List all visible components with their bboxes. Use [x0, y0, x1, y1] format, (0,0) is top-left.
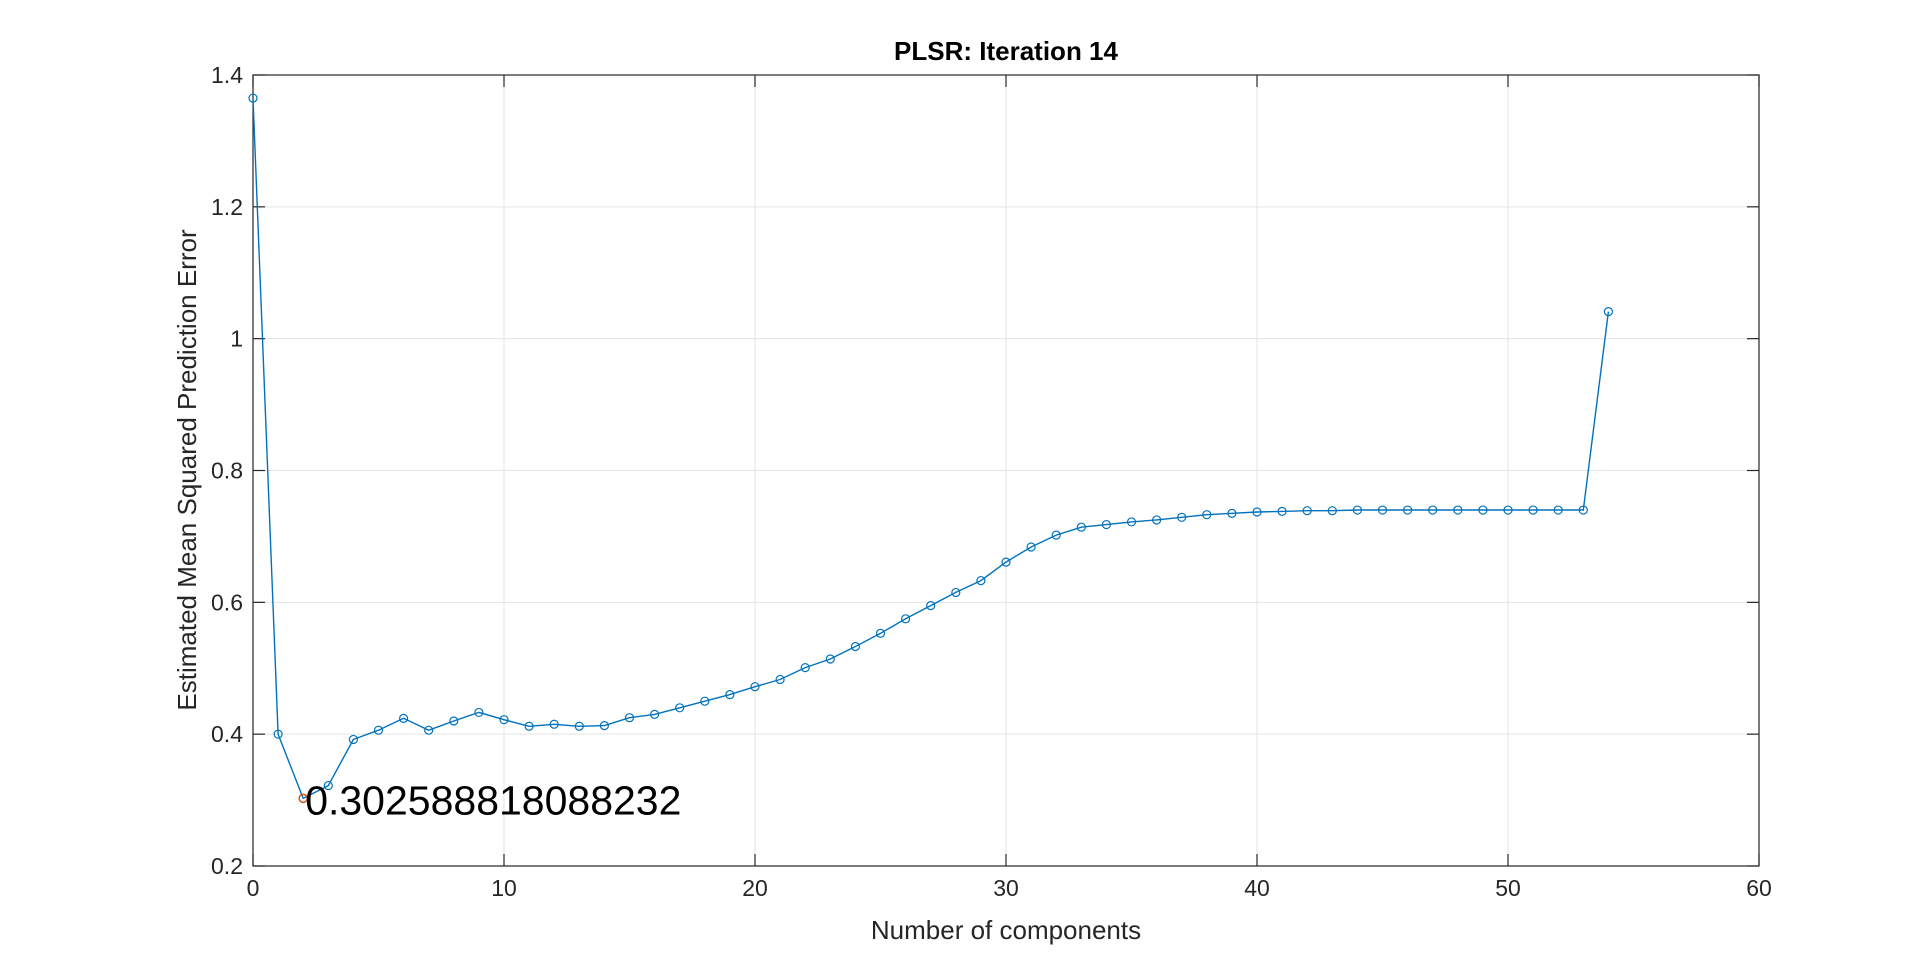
data-point-51: [1528, 505, 1538, 515]
data-point-4: [348, 734, 358, 745]
y-tick-label-0: 0.2: [211, 853, 243, 879]
x-axis-label: Number of components: [871, 915, 1141, 945]
data-point-19: [725, 690, 735, 700]
data-point-5: [373, 725, 384, 735]
data-point-32: [1051, 530, 1061, 540]
chart-title: PLSR: Iteration 14: [894, 36, 1118, 66]
y-tick-label-1: 0.4: [211, 721, 243, 747]
x-tick-label-6: 60: [1746, 875, 1772, 901]
x-tick-labels: 0 10 20 30 40 50 60: [247, 875, 1772, 901]
data-point-48: [1453, 505, 1463, 515]
data-point-33: [1076, 522, 1086, 532]
data-point-31: [1026, 542, 1036, 552]
data-point-53: [1578, 505, 1588, 515]
y-tick-label-3: 0.8: [211, 458, 243, 484]
data-point-43: [1327, 506, 1337, 516]
data-point-40: [1252, 507, 1262, 517]
data-point-16: [649, 709, 660, 719]
data-point-17: [675, 703, 685, 713]
data-point-7: [424, 725, 434, 735]
data-point-3: [323, 780, 333, 791]
y-axis-label: Estimated Mean Squared Prediction Error: [172, 229, 202, 711]
series: [248, 93, 1614, 804]
data-point-29: [976, 575, 986, 586]
data-point-6: [399, 713, 409, 723]
data-point-25: [875, 628, 886, 638]
data-point-44: [1352, 505, 1363, 515]
data-point-0: [248, 93, 258, 103]
data-point-18: [700, 696, 710, 706]
x-tick-label-0: 0: [247, 875, 260, 901]
data-point-49: [1478, 505, 1488, 515]
data-point-46: [1402, 505, 1413, 515]
data-point-41: [1277, 506, 1287, 516]
data-point-35: [1126, 517, 1137, 527]
data-point-1: [273, 729, 283, 739]
y-tick-label-6: 1.4: [211, 62, 243, 88]
x-tick-label-2: 20: [742, 875, 768, 901]
data-point-26: [900, 614, 911, 624]
y-tick-label-4: 1: [230, 326, 243, 352]
data-point-28: [951, 587, 961, 598]
x-tick-label-5: 50: [1495, 875, 1521, 901]
data-point-12: [549, 719, 559, 729]
data-point-15: [624, 713, 635, 723]
data-point-38: [1202, 510, 1212, 520]
data-point-34: [1101, 519, 1112, 530]
data-point-11: [524, 721, 534, 731]
min-value-annotation: 0.302588818088232: [305, 777, 681, 823]
data-point-21: [775, 674, 785, 685]
data-point-20: [750, 682, 760, 692]
data-point-36: [1151, 515, 1162, 525]
y-tick-label-5: 1.2: [211, 194, 243, 220]
y-tick-label-2: 0.6: [211, 589, 243, 615]
data-point-30: [1001, 557, 1011, 567]
x-tick-label-1: 10: [491, 875, 517, 901]
axes: [252, 74, 1760, 867]
data-point-39: [1227, 508, 1237, 518]
data-point-8: [449, 716, 459, 726]
series-line-0: [252, 98, 1610, 800]
data-point-14: [599, 720, 610, 731]
data-point-42: [1302, 506, 1312, 516]
data-point-9: [474, 707, 484, 718]
data-point-47: [1428, 505, 1438, 515]
data-point-23: [825, 654, 835, 664]
data-point-37: [1177, 512, 1187, 522]
data-point-24: [850, 641, 861, 652]
data-point-50: [1503, 505, 1513, 515]
y-tick-labels: 0.2 0.4 0.6 0.8 1 1.2 1.4: [211, 62, 243, 879]
data-point-13: [574, 721, 584, 731]
data-point-10: [499, 715, 509, 725]
data-point-22: [800, 662, 810, 673]
data-point-52: [1553, 505, 1563, 515]
data-point-54: [1603, 307, 1614, 317]
x-tick-label-3: 30: [993, 875, 1019, 901]
x-tick-label-4: 40: [1244, 875, 1270, 901]
data-point-27: [926, 601, 936, 611]
data-point-45: [1377, 505, 1388, 515]
min-point-marker: [298, 793, 308, 804]
grid: [253, 75, 1759, 866]
